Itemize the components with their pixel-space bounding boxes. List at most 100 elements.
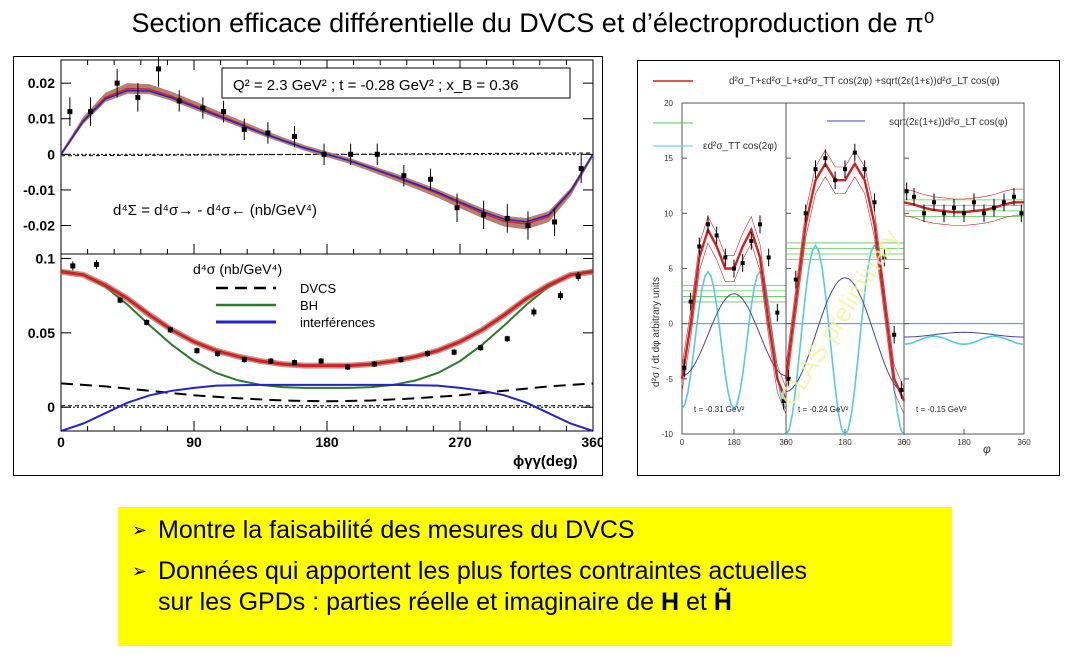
y-tick-label: 5 (669, 265, 674, 274)
y-tick-label: 0 (47, 399, 55, 415)
data-point (398, 357, 404, 363)
data-point (833, 178, 838, 183)
data-point (758, 222, 762, 227)
data-point (371, 361, 377, 367)
x-tick-label: 180 (957, 438, 971, 447)
y-axis-title: d²σ / dt dφ arbitrary units (651, 277, 662, 387)
data-point (481, 212, 487, 218)
x-tick-label: 0 (680, 438, 685, 447)
data-point (766, 255, 771, 260)
bullet-line: sur les GPDs : parties réelle et imagina… (158, 588, 655, 616)
data-point (714, 233, 719, 238)
data-point (862, 167, 867, 172)
data-point (144, 319, 150, 325)
data-point (793, 277, 798, 282)
slide-title: Section efficace différentielle du DVCS … (131, 8, 935, 38)
data-point (1019, 211, 1024, 216)
data-point (194, 348, 200, 354)
x-tick-label: 0 (784, 438, 789, 447)
data-point (882, 255, 887, 260)
data-point (852, 150, 857, 155)
x-tick-label: 90 (186, 434, 202, 450)
y-tick-label: -0.02 (23, 218, 55, 234)
y-tick-label: 0.05 (28, 325, 55, 341)
data-point (688, 299, 693, 304)
series-curve-solid-blue (60, 383, 594, 432)
data-point (781, 398, 786, 403)
x-tick-label: 360 (779, 438, 793, 447)
series-curve-solid-green (60, 269, 594, 389)
data-point (114, 80, 120, 86)
data-point (291, 360, 297, 366)
data-point (942, 211, 946, 216)
y-tick-label: -5 (666, 375, 674, 384)
y-tick-label: 0.02 (28, 75, 55, 91)
t-value-label: t = -0.24 GeV² (798, 405, 849, 414)
data-point (215, 351, 221, 357)
data-point (268, 358, 274, 364)
data-point (525, 223, 531, 229)
legend-lt-label: sqrt(2ε(1+ε))d²σ_LT cos(φ) (889, 117, 1008, 128)
asymmetry-formula: d⁴Σ = d⁴σ→ - d⁴σ← (nb/GeV⁴) (113, 202, 317, 219)
data-point (348, 151, 354, 157)
data-point (156, 66, 162, 72)
data-point (899, 387, 904, 392)
data-point (904, 189, 909, 194)
data-point (682, 365, 687, 370)
data-point (732, 266, 736, 271)
data-point (706, 222, 710, 227)
data-point (557, 293, 563, 299)
bottom-panel-plot: 0 0.05 0.1 0 90 180 270 360 (28, 250, 603, 450)
data-point (291, 134, 297, 140)
data-point (1012, 194, 1016, 199)
data-point (552, 219, 558, 225)
data-point (451, 349, 457, 355)
data-point (135, 94, 141, 100)
sigma-lt-curve (785, 277, 905, 393)
data-point (454, 205, 460, 211)
y-tick-label: 10 (664, 209, 673, 218)
fit-envelope-lower (681, 242, 787, 415)
data-point (575, 273, 581, 279)
data-point (982, 211, 986, 216)
data-point (803, 211, 808, 216)
data-point (93, 261, 99, 267)
legend-total-label: d²σ_T+εd²σ_L+εd²σ_TT cos(2φ) +sqrt(2ε(1+… (729, 76, 1000, 87)
x-tick-label: 0 (57, 434, 65, 450)
kinematics-box (221, 67, 571, 99)
legend-interference-label: interférences (300, 315, 376, 330)
data-point (504, 215, 510, 221)
bullet-box: ➢ Montre la faisabilité des mesures du D… (118, 507, 952, 646)
x-tick-label: 0 (902, 438, 907, 447)
x-tick-label: 180 (315, 434, 339, 450)
data-point (167, 327, 173, 333)
fit-curve-blue (60, 89, 594, 223)
data-point (775, 310, 780, 315)
y-tick-label: 0.01 (28, 111, 55, 127)
data-point (374, 151, 380, 157)
data-point (892, 332, 897, 337)
legend-dvcs-label: DVCS (300, 281, 336, 296)
fit-envelope-upper (903, 188, 1024, 200)
x-tick-label: 270 (448, 434, 472, 450)
y-tick-label: 20 (664, 99, 673, 108)
y-tick-label: 0.1 (36, 250, 56, 266)
t-value-label: t = -0.15 GeV² (916, 405, 967, 414)
data-point (531, 309, 537, 315)
cross-section-label: d⁴σ (nb/GeV⁴) (193, 261, 282, 277)
gpd-h-tilde-label: H̃ (713, 588, 732, 616)
y-tick-label: 15 (664, 154, 673, 163)
x-tick-label: 180 (727, 438, 741, 447)
data-point (813, 167, 818, 172)
data-point (912, 194, 916, 199)
data-point (427, 176, 433, 182)
bullet-item: ➢ Montre la faisabilité des mesures du D… (132, 515, 938, 546)
data-point (823, 156, 828, 161)
sigma-lt-curve (681, 293, 787, 377)
data-point (424, 351, 430, 357)
arrow-bullet-icon: ➢ (132, 561, 148, 581)
x-axis-phi-label: φ (983, 442, 991, 456)
data-point (241, 126, 247, 132)
pi0-panels: -10 -5 0 5 10 15 20 0 180 360 t = -0.31 GeV² 0 180 36… (661, 99, 1031, 447)
data-point (321, 151, 327, 157)
